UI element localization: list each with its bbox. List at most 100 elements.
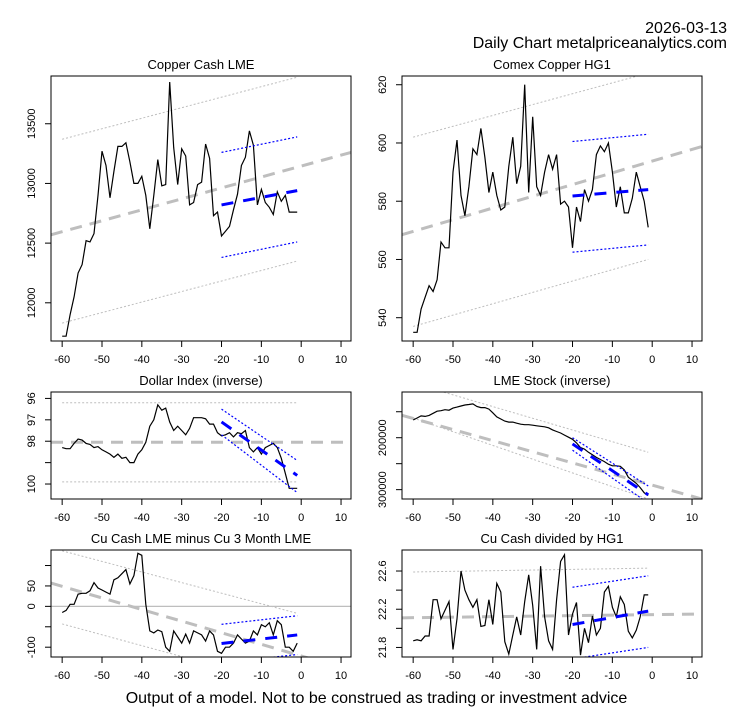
x-tick-label: -30 (525, 354, 541, 366)
x-tick-label: -40 (134, 670, 150, 682)
model-band-lower (268, 653, 298, 657)
panel-cu-cash-divided-by-hg1: Cu Cash divided by HG1 -60 -50 -40 -30 -20 -10… (377, 531, 703, 682)
panel-title: Comex Copper HG1 (493, 57, 611, 72)
panel-lme-stock-inverse: LME Stock (inverse) -60 -50 -40 -30 -20 -10 0 10… (377, 373, 703, 524)
model-band-upper (221, 615, 298, 625)
series-spread (61, 552, 298, 655)
x-tick-label: -50 (445, 512, 461, 524)
x-tick-label: 10 (335, 354, 347, 366)
panel-title: Cu Cash divided by HG1 (480, 531, 623, 546)
plot-area (51, 76, 351, 337)
trend-line (51, 581, 311, 657)
trend-line (402, 612, 702, 620)
y-tick-label: 300000 (377, 471, 389, 508)
x-tick-label: 0 (298, 354, 304, 366)
trend-line (402, 145, 702, 237)
model-fit-line (572, 609, 649, 626)
x-tick-label: 10 (686, 670, 698, 682)
plot-frame (50, 75, 352, 342)
y-tick-label: 620 (377, 76, 389, 94)
y-tick-label: 50 (26, 580, 38, 592)
x-tick-label: 0 (298, 670, 304, 682)
x-tick-label: -30 (174, 512, 190, 524)
chart-source-title: Daily Chart metalpriceanalytics.com (472, 35, 727, 52)
x-tick-label: -40 (485, 512, 501, 524)
x-tick-label: 10 (335, 670, 347, 682)
trend-band-upper (62, 76, 298, 140)
y-tick-label: 21.8 (377, 637, 389, 658)
plot-area (402, 76, 702, 333)
x-tick-label: 10 (335, 512, 347, 524)
model-fit-line (571, 442, 650, 497)
chart-date: 2026-03-13 (645, 20, 727, 37)
model-fit-line (220, 420, 299, 477)
plot-frame (401, 549, 703, 658)
y-tick-label: 600 (377, 134, 389, 152)
series-price (62, 81, 298, 337)
x-tick-label: -20 (565, 354, 581, 366)
model-band-lower (572, 244, 649, 253)
series-price (413, 84, 649, 333)
x-tick-label: -30 (174, 670, 190, 682)
x-tick-label: -20 (565, 670, 581, 682)
series-stock (412, 403, 649, 496)
panel-title: Cu Cash LME minus Cu 3 Month LME (91, 531, 312, 546)
model-band-lower (572, 449, 644, 499)
y-tick-label: 200000 (377, 419, 389, 456)
panel-title: LME Stock (inverse) (493, 373, 610, 388)
model-band-upper (221, 136, 298, 153)
y-tick-label: 12500 (26, 228, 38, 259)
x-tick-label: 0 (649, 354, 655, 366)
model-band-upper (572, 575, 649, 588)
y-tick-label: 580 (377, 192, 389, 210)
y-tick-label: 13000 (26, 168, 38, 199)
panel-title: Dollar Index (inverse) (139, 373, 263, 388)
y-tick-label: 540 (377, 309, 389, 327)
disclaimer-footer: Output of a model. Not to be construed a… (125, 690, 628, 707)
x-tick-label: -20 (214, 670, 230, 682)
panel-cu-cash-minus-3month: Cu Cash LME minus Cu 3 Month LME -60 -50 -4… (26, 531, 352, 682)
plot-area (402, 552, 702, 657)
x-tick-label: -20 (214, 354, 230, 366)
plot-frame (401, 391, 703, 500)
x-tick-label: -20 (214, 512, 230, 524)
y-tick-label: 100 (26, 475, 38, 493)
x-tick-label: -60 (405, 512, 421, 524)
trend-band-lower (413, 258, 649, 327)
x-tick-label: -40 (485, 670, 501, 682)
x-tick-label: -50 (94, 354, 110, 366)
y-tick-label: 12000 (26, 288, 38, 319)
y-tick-label: 0 (26, 603, 38, 609)
x-tick-label: 10 (686, 354, 698, 366)
trend-band-upper (441, 392, 649, 453)
x-tick-label: -40 (485, 354, 501, 366)
model-band-upper (572, 133, 649, 143)
y-tick-label: 96 (26, 392, 38, 404)
y-tick-label: 97 (26, 414, 38, 426)
plot-frame (50, 549, 352, 658)
x-tick-label: 0 (298, 512, 304, 524)
plot-frame (50, 391, 352, 500)
plot-frame (401, 75, 703, 342)
x-tick-label: -10 (604, 354, 620, 366)
x-tick-label: -60 (405, 670, 421, 682)
x-tick-label: -30 (525, 670, 541, 682)
trend-line (51, 150, 351, 237)
x-tick-label: 0 (649, 670, 655, 682)
y-tick-label: 13500 (26, 108, 38, 139)
y-tick-label: 560 (377, 250, 389, 268)
x-tick-label: -10 (253, 354, 269, 366)
panel-dollar-index-inverse: Dollar Index (inverse) -60 -50 -40 -30 -20 -10… (26, 373, 352, 524)
trend-band-upper (413, 567, 649, 573)
x-tick-label: -50 (94, 670, 110, 682)
series-price (62, 403, 298, 489)
panel-copper-cash-lme: Copper Cash LME -60 -50 -40 -30 -20 -10 0 10 1200… (26, 57, 352, 366)
model-band-upper (221, 408, 298, 461)
x-tick-label: -20 (565, 512, 581, 524)
x-tick-label: -50 (94, 512, 110, 524)
plot-area (402, 392, 702, 499)
x-tick-label: -30 (174, 354, 190, 366)
x-tick-label: 0 (649, 512, 655, 524)
trend-band-upper (62, 550, 298, 614)
x-tick-label: -60 (405, 354, 421, 366)
